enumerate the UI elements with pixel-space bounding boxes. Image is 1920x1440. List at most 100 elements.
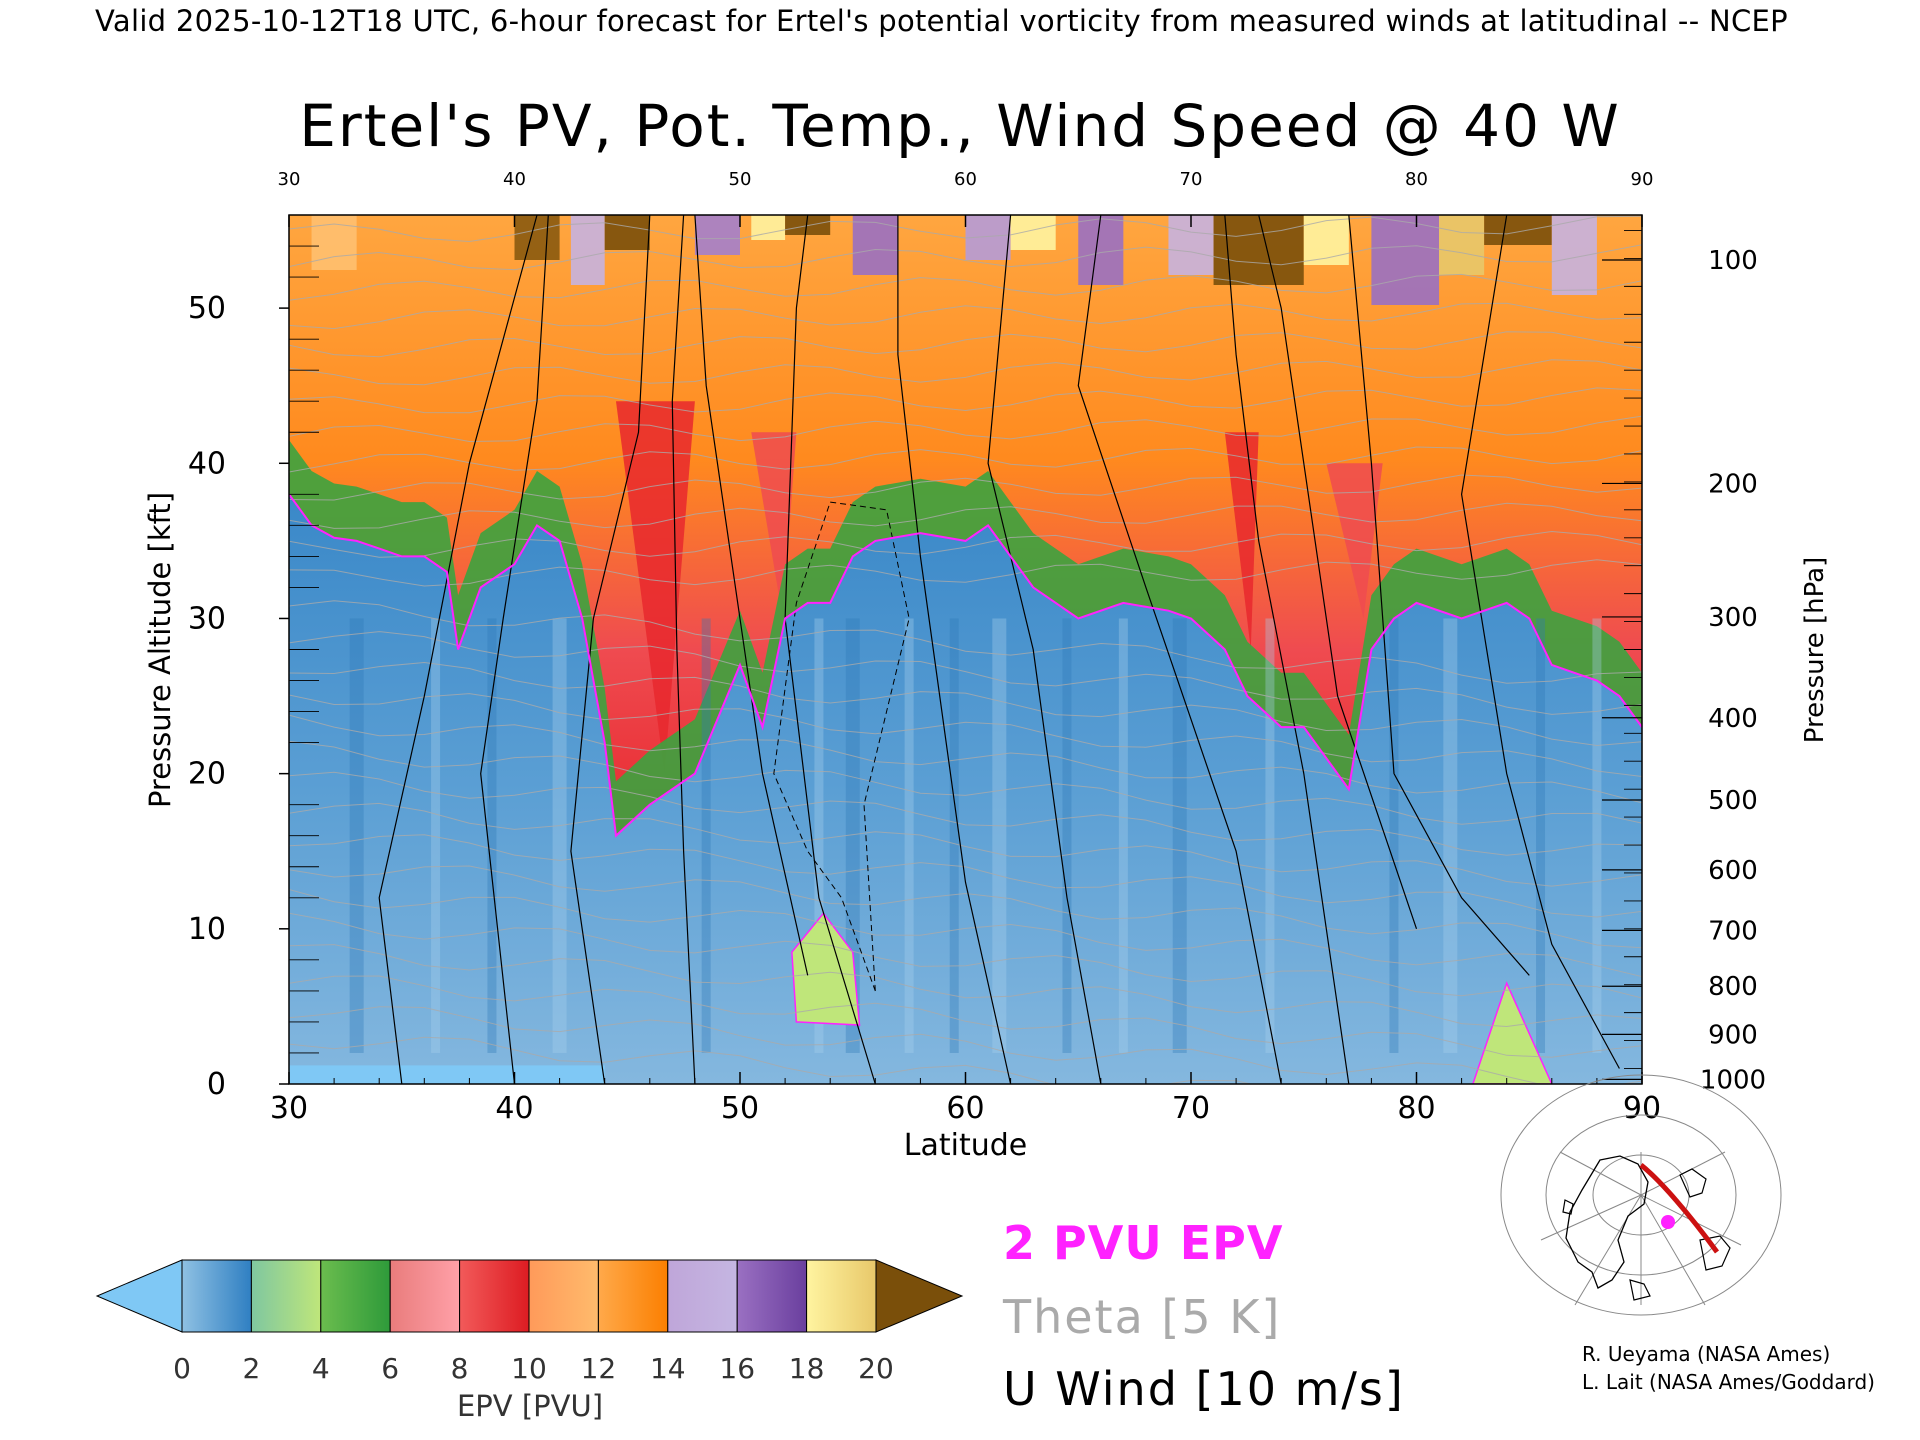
colorbar-over-arrow: [875, 1259, 964, 1333]
theta-contour: [289, 1036, 1253, 1084]
theta-contours: [289, 215, 1642, 1084]
theta-contour: [289, 889, 1642, 978]
legend-theta: Theta [5 K]: [1003, 1290, 1282, 1344]
theta-contour: [289, 600, 1642, 684]
chart-title: Ertel's PV, Pot. Temp., Wind Speed @ 40 …: [299, 92, 1621, 160]
pressure-tick-label: 100: [1708, 246, 1758, 276]
theta-contour: [289, 244, 1642, 271]
colorbar-tick-label: 6: [381, 1352, 399, 1385]
upper-pv-field: [289, 215, 1642, 836]
theta-contour: [289, 912, 1642, 999]
colorbar-band: [250, 1259, 322, 1333]
u-wind-contour: [480, 215, 549, 1084]
pv-green-band: [289, 440, 1642, 836]
colorbar-under-arrow: [95, 1259, 183, 1333]
pv-streak: [814, 618, 824, 1053]
pressure-tick-label: 800: [1708, 972, 1758, 1002]
colorbar-tick-label: 12: [581, 1352, 617, 1385]
pv-streak: [1443, 618, 1458, 1053]
colorbar-tick-label: 18: [789, 1352, 825, 1385]
y-axis-label-right: Pressure [hPa]: [1800, 557, 1830, 744]
theta-contour: [289, 302, 1642, 330]
theta-contour: [289, 446, 1642, 473]
colorbar-tick-label: 0: [173, 1352, 191, 1385]
pv-streak: [1062, 618, 1072, 1053]
x-tick-label-top: 90: [1631, 169, 1654, 190]
x-tick-label-top: 40: [503, 169, 526, 190]
x-tick-label-top: 30: [278, 169, 301, 190]
pv-streak: [552, 618, 567, 1053]
pv-streak: [845, 618, 860, 1053]
colorbar-tick-label: 2: [242, 1352, 260, 1385]
pv-streak: [949, 618, 959, 1053]
theta-contour: [289, 834, 1642, 918]
colorbar-tick-label: 10: [511, 1352, 547, 1385]
theta-contour: [289, 771, 1642, 856]
theta-contour: [289, 693, 1642, 777]
pressure-tick-label: 400: [1708, 704, 1758, 734]
pv-band: [570, 215, 605, 285]
colorbar-band: [806, 1259, 877, 1333]
pv-streak: [1536, 618, 1546, 1053]
location-dot: [1661, 1215, 1675, 1229]
tropopause-2pvu-line: [289, 493, 1642, 838]
x-tick-label-top: 50: [729, 169, 752, 190]
colorbar-tick-label: 4: [312, 1352, 330, 1385]
pv-streak: [1389, 618, 1399, 1053]
pv-streak: [1172, 618, 1187, 1053]
colorbar-tick-label: 14: [650, 1352, 686, 1385]
colorbar-band: [320, 1259, 391, 1333]
pressure-tick-label: 600: [1708, 856, 1758, 886]
theta-contour: [289, 1006, 1642, 1084]
pv-streak: [431, 618, 441, 1053]
x-tick-label: 60: [946, 1091, 984, 1126]
colorbar-tick-label: 8: [451, 1352, 469, 1385]
pv-band: [604, 215, 650, 250]
theta-contour: [289, 631, 1642, 715]
pv-band: [1078, 215, 1124, 285]
pv-low-blob: [791, 912, 861, 1026]
pv-streak: [1265, 618, 1275, 1053]
u-wind-contour: [1224, 215, 1350, 1084]
theta-contour: [289, 944, 1642, 1028]
theta-contour: [289, 530, 1642, 558]
pv-streak: [992, 618, 1007, 1053]
u-wind-contour: [694, 215, 809, 976]
theta-contour: [289, 714, 1642, 804]
u-wind-contour: [671, 215, 696, 1084]
x-tick-label-top: 70: [1180, 169, 1203, 190]
legend-u-wind: U Wind [10 m/s]: [1003, 1362, 1405, 1416]
theta-contour: [289, 474, 1642, 501]
u-wind-contour: [1077, 215, 1282, 1084]
u-wind-contour: [570, 215, 651, 1084]
x-tick-label: 80: [1397, 1091, 1435, 1126]
u-wind-contour: [897, 215, 1012, 1084]
colorbar-band: [389, 1259, 461, 1333]
colorbar-band: [528, 1259, 599, 1333]
theta-contour: [289, 387, 1642, 414]
pv-under-band: [289, 1065, 605, 1084]
pressure-tick-label: 1000: [1700, 1065, 1766, 1095]
page-header: Valid 2025-10-12T18 UTC, 6-hour forecast…: [95, 4, 1788, 38]
theta-contour: [289, 415, 1642, 443]
pv-band: [311, 215, 357, 270]
pv-band: [1484, 215, 1552, 245]
theta-contour: [289, 740, 1642, 825]
pv-band: [852, 215, 898, 275]
pv-streak: [1118, 618, 1128, 1053]
y-axis-label: Pressure Altitude [kft]: [143, 492, 177, 808]
colorbar-band: [181, 1259, 252, 1333]
x-tick-label: 70: [1172, 1091, 1210, 1126]
troposphere-streaks: [289, 618, 1602, 1084]
pv-streak: [1592, 618, 1602, 1053]
y-tick-label: 30: [188, 601, 226, 636]
legend-epv: 2 PVU EPV: [1003, 1216, 1284, 1270]
x-tick-label: 40: [495, 1091, 533, 1126]
u-wind-contour: [1258, 215, 1418, 929]
pv-band: [1439, 215, 1485, 275]
pressure-tick-label: 700: [1708, 916, 1758, 946]
x-tick-label-top: 60: [954, 169, 977, 190]
theta-contour: [289, 331, 1642, 358]
troposphere-fill: [289, 494, 1642, 1084]
colorbar-band: [736, 1259, 808, 1333]
